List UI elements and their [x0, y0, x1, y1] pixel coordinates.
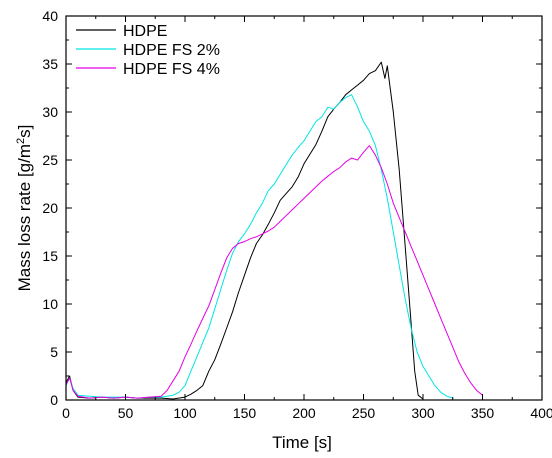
x-tick-label: 50	[118, 405, 134, 421]
y-tick-label: 40	[42, 8, 58, 24]
x-tick-label: 200	[292, 405, 316, 421]
y-tick-label: 0	[50, 392, 58, 408]
legend: HDPE HDPE FS 2% HDPE FS 4%	[76, 23, 220, 78]
y-tick-label: 15	[42, 248, 58, 264]
x-tick-label: 0	[62, 405, 70, 421]
axis-layer: 0 50 100 150 200 250 300 350 400 0 5 10 15 20 25 30 35 40	[42, 8, 552, 421]
y-axis-title: Mass loss rate [g/m2s]	[15, 125, 34, 292]
y-tick-label: 5	[50, 344, 58, 360]
series-line-1	[65, 94, 453, 399]
x-tick-label: 150	[233, 405, 257, 421]
y-axis-title-prefix: Mass loss rate [g/m	[15, 144, 34, 291]
x-tick-label: 100	[173, 405, 197, 421]
x-tick-label: 400	[530, 405, 552, 421]
series-line-2	[65, 145, 483, 399]
series-layer	[65, 61, 483, 400]
x-axis-title: Time [s]	[272, 433, 332, 452]
y-tick-label: 25	[42, 152, 58, 168]
y-axis-title-suffix: s]	[15, 125, 34, 138]
legend-label-0: HDPE	[123, 23, 167, 40]
y-tick-label: 35	[42, 56, 58, 72]
legend-label-1: HDPE FS 2%	[123, 42, 220, 59]
x-tick-label: 250	[352, 405, 376, 421]
legend-label-2: HDPE FS 4%	[123, 61, 220, 78]
y-tick-label: 20	[42, 200, 58, 216]
x-tick-label: 350	[471, 405, 495, 421]
series-line-0	[65, 61, 424, 400]
x-tick-label: 300	[411, 405, 435, 421]
y-tick-label: 30	[42, 104, 58, 120]
y-tick-label: 10	[42, 296, 58, 312]
y-axis-title-sup: 2	[15, 138, 27, 144]
